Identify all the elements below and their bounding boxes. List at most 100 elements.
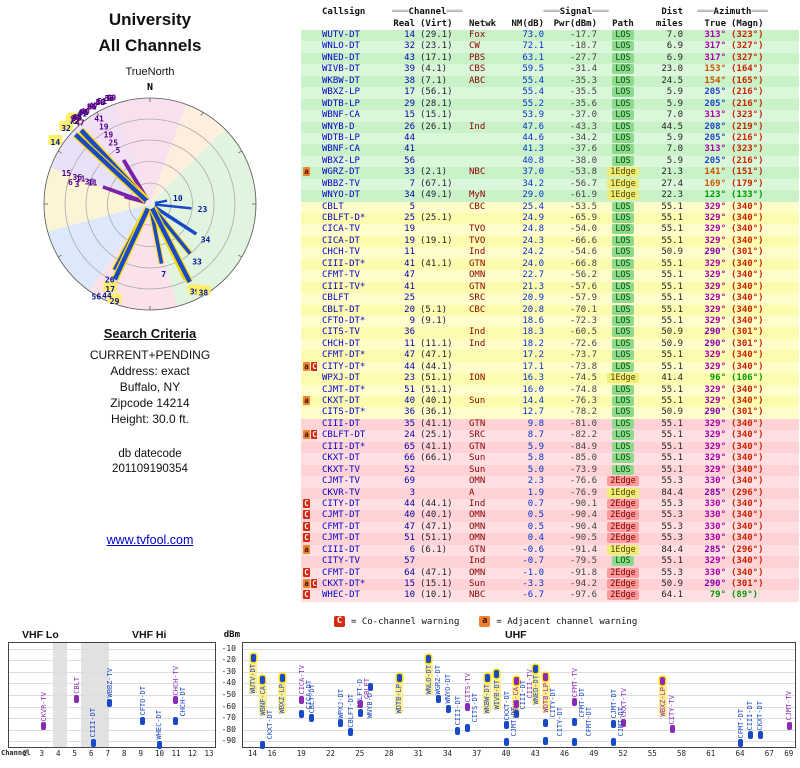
azimuth-true-cell: 329°: [704, 293, 726, 304]
azimuth-true-cell: 169°: [704, 178, 726, 189]
distance-cell: 6.9: [666, 41, 683, 52]
radar-label-highlight: [196, 285, 211, 296]
distance-cell: 55.1: [661, 418, 683, 429]
azimuth-magn-cell: (340°): [731, 224, 764, 235]
signal-dot: [611, 737, 617, 746]
signal-dot: [747, 731, 753, 740]
text: LOS: [612, 144, 634, 155]
table-row: CBLFT 25 SRC 20.9 -57.9 LOS 55.1 329° (340°): [301, 293, 799, 305]
text: Channel: [408, 7, 447, 17]
text: 2Edge: [607, 579, 639, 589]
vhf-lo-label: VHF Lo: [22, 629, 59, 641]
real-channel-cell: 66: [404, 453, 415, 464]
vhf-signal-plot: WBBZ-TV CBLT CHCH-TV CFTO-DT CHCH-DT CKVR-TV C…: [8, 642, 216, 749]
text: LOS: [612, 201, 634, 212]
azimuth-true-cell: 205°: [704, 87, 726, 98]
distance-cell: 50.9: [661, 579, 683, 589]
azimuth-true-cell: 329°: [704, 201, 726, 212]
network-cell: MyN: [469, 190, 486, 201]
network-cell: SRC: [469, 430, 486, 441]
azimuth-true-cell: 329°: [704, 464, 726, 475]
virtual-channel-cell: (41.1): [420, 441, 453, 452]
text: LOS: [612, 52, 634, 63]
radar-label-highlight: [107, 293, 122, 304]
channel-tick-label: 5: [72, 749, 78, 758]
signal-dot: [173, 717, 178, 726]
text: 1Edge: [607, 178, 639, 189]
radar-channel-label: 52: [96, 98, 106, 107]
channel-tick-label: 16: [267, 749, 277, 758]
azimuth-magn-cell: (340°): [731, 498, 764, 509]
distance-cell: 7.0: [666, 30, 683, 40]
signal-dot: [338, 719, 344, 728]
power-cell: -74.5: [569, 373, 597, 384]
radar-channel-label: 35: [105, 94, 115, 103]
station-label: WKBW-DT: [483, 684, 491, 714]
real-channel-cell: 35: [404, 418, 415, 429]
warning-marker-cell: [303, 270, 317, 281]
real-channel-cell: 32: [404, 41, 415, 52]
radar-channel-label: 41: [94, 115, 104, 124]
real-channel-cell: 20: [404, 304, 415, 315]
distance-cell: 55.1: [661, 315, 683, 326]
real-channel-cell: 43: [404, 52, 415, 63]
gridline: [9, 706, 215, 708]
virtual-channel-cell: [420, 476, 464, 487]
virtual-channel-cell: (6.1): [420, 544, 448, 555]
dbm-tick-label: -90: [221, 736, 236, 746]
azimuth-true-cell: 205°: [704, 98, 726, 109]
callsign-cell: CBLFT-D*: [322, 213, 366, 223]
gridline: [243, 660, 795, 662]
azimuth-magn-cell: (327°): [731, 41, 764, 52]
noise-margin-cell: 59.5: [522, 64, 544, 75]
signal-dot: [156, 741, 162, 749]
warning-marker-cell: C: [303, 521, 317, 533]
station-label: CJMT-DT: [509, 707, 518, 737]
radar-label-highlight: [48, 135, 63, 146]
table-row: WDTB-LP 44 44.6 -34.2 LOS 5.9 205° (216°): [301, 132, 799, 145]
network-cell: ION: [469, 373, 486, 384]
callsign-cell: CKVR-TV: [322, 487, 360, 498]
power-cell: -27.7: [569, 52, 597, 63]
station-label: WGRZ-DT: [434, 664, 443, 695]
table-row: CBLFT-D* 25 (25.1) 24.9 -65.9 LOS 55.1 329° (340…: [301, 213, 799, 225]
azimuth-magn-cell: (340°): [731, 315, 764, 326]
tvfool-link[interactable]: www.tvfool.com: [106, 533, 194, 547]
table-row: C CJMT-DT 51 (51.1) OMN 0.4 -90.5 2Edge 55.3 330°…: [301, 533, 799, 545]
path-cell: LOS: [602, 338, 644, 350]
warning-marker-cell: a: [303, 396, 317, 407]
network-cell: [469, 213, 503, 224]
signal-dot: [309, 714, 314, 723]
dbm-tick-label: -30: [221, 666, 236, 676]
callsign-cell: CFTO-DT*: [322, 315, 366, 326]
path-cell: LOS: [602, 247, 644, 258]
path-cell: LOS: [602, 75, 644, 87]
channel-tick-label: 40: [501, 749, 511, 758]
left-panel: University All Channels TrueNorth N 10 23 3…: [0, 0, 300, 548]
noise-margin-cell: 73.0: [522, 30, 544, 40]
text: LOS: [612, 384, 634, 395]
azimuth-magn-cell: (340°): [731, 350, 764, 361]
network-cell: OMN: [469, 476, 486, 487]
radar-channel-label: 56: [92, 292, 102, 301]
azimuth-magn-cell: (216°): [731, 87, 764, 98]
radar-wedge: [112, 207, 150, 281]
real-channel-cell: 11: [404, 338, 415, 349]
azimuth-true-cell: 330°: [704, 510, 726, 521]
table-row: WBNF-CA 15 (15.1) 53.9 -37.0 LOS 7.0 313° (323°): [301, 110, 799, 122]
radar-channel-label: 29: [110, 297, 120, 306]
radar-channel-label: 39: [190, 287, 200, 296]
signal-dot: [494, 669, 500, 678]
real-channel-cell: 3: [409, 487, 415, 498]
noise-margin-cell: 37.0: [522, 167, 544, 178]
noise-margin-cell: 5.0: [527, 464, 544, 475]
text: 2Edge: [607, 498, 639, 509]
callsign-cell: CKXT-DT*: [322, 579, 366, 589]
warning-marker-cell: [303, 110, 317, 121]
table-row: a C CKXT-DT* 15 (15.1) Sun -3.3 -94.2 2Edge 50.9 2…: [301, 579, 799, 591]
text: LOS: [612, 258, 634, 269]
noise-margin-cell: 55.4: [522, 75, 544, 86]
callsign-cell: WPXJ-DT: [322, 373, 360, 384]
path-cell: LOS: [602, 556, 644, 567]
network-cell: OMN: [469, 533, 486, 544]
